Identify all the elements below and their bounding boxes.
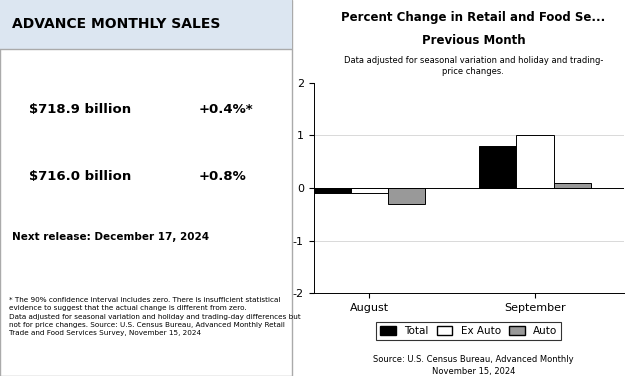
Text: Source: U.S. Census Bureau, Advanced Monthly: Source: U.S. Census Bureau, Advanced Mon…: [373, 355, 574, 364]
Text: November 15, 2024: November 15, 2024: [432, 367, 515, 376]
Text: Previous Month: Previous Month: [421, 34, 525, 47]
Bar: [388, 188, 425, 204]
Text: +0.4%*: +0.4%*: [198, 103, 253, 115]
Text: $718.9 billion: $718.9 billion: [29, 103, 131, 115]
Legend: Total, Ex Auto, Auto: Total, Ex Auto, Auto: [376, 321, 562, 340]
Text: * The 90% confidence interval includes zero. There is insufficient statistical
e: * The 90% confidence interval includes z…: [9, 297, 300, 336]
FancyBboxPatch shape: [0, 0, 292, 49]
Bar: [554, 183, 591, 188]
Text: ADVANCE MONTHLY SALES: ADVANCE MONTHLY SALES: [12, 17, 220, 32]
Text: Next release: December 17, 2024: Next release: December 17, 2024: [12, 232, 209, 242]
Text: Data adjusted for seasonal variation and holiday and trading-
price changes.: Data adjusted for seasonal variation and…: [344, 56, 603, 76]
FancyBboxPatch shape: [0, 0, 292, 376]
Text: +0.8%: +0.8%: [198, 170, 246, 183]
Bar: [479, 146, 516, 188]
Text: Percent Change in Retail and Food Se...: Percent Change in Retail and Food Se...: [341, 11, 606, 24]
Text: $716.0 billion: $716.0 billion: [29, 170, 132, 183]
Bar: [516, 135, 554, 188]
Bar: [350, 188, 388, 193]
Bar: [314, 188, 350, 193]
